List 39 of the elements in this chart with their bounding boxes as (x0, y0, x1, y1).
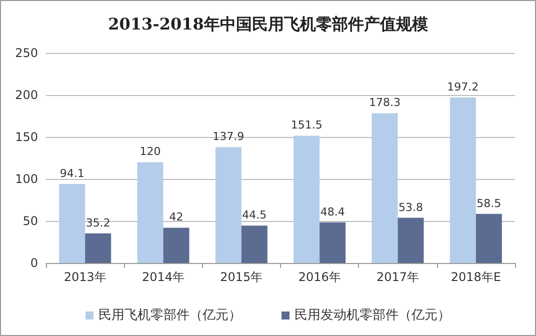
y-tick-label: 100 (15, 172, 38, 186)
data-label: 151.5 (290, 118, 322, 132)
chart-title: 2013-2018年中国民用飞机零部件产值规模 (108, 14, 428, 34)
bar (398, 218, 424, 263)
data-label: 178.3 (369, 96, 400, 110)
y-tick-label: 0 (30, 256, 38, 270)
y-tick-label: 200 (15, 88, 38, 102)
data-label: 48.4 (320, 205, 345, 218)
bar (372, 113, 398, 263)
legend-label: 民用发动机零部件（亿元） (294, 308, 450, 323)
x-tick-label: 2013年 (64, 270, 106, 284)
data-label: 137.9 (212, 130, 244, 144)
x-tick-label: 2017年 (376, 270, 420, 284)
y-tick-label: 250 (15, 46, 38, 60)
data-label: 44.5 (242, 208, 267, 222)
bar (137, 162, 164, 263)
bar (85, 233, 112, 263)
data-label: 58.5 (476, 196, 502, 210)
bar (476, 214, 502, 263)
bar (163, 228, 190, 263)
data-label: 53.8 (398, 200, 423, 214)
bar (450, 97, 476, 263)
data-label: 120 (140, 145, 161, 158)
x-tick-label: 2016年 (298, 270, 341, 284)
bar (215, 147, 242, 263)
data-label: 94.1 (60, 166, 84, 180)
bar (59, 184, 86, 263)
data-label: 35.2 (86, 216, 110, 230)
y-tick-label: 150 (15, 130, 38, 144)
legend-label: 民用飞机零部件（亿元） (98, 308, 242, 323)
x-tick-label: 2015年 (220, 270, 263, 284)
y-tick-label: 50 (22, 214, 38, 228)
bar (320, 222, 346, 263)
x-tick-label: 2018年E (450, 270, 501, 284)
x-tick-label: 2014年 (142, 270, 185, 284)
bar (294, 136, 320, 263)
data-label: 197.2 (447, 80, 479, 94)
data-label: 42 (169, 210, 184, 224)
bar (241, 226, 268, 263)
